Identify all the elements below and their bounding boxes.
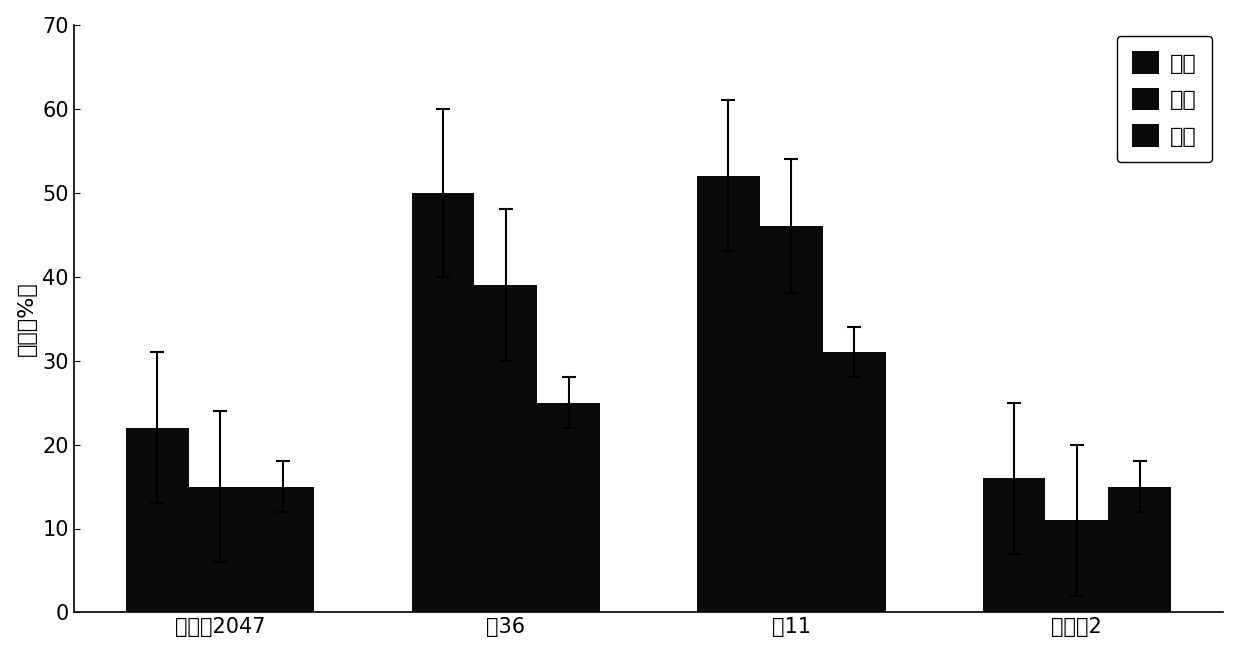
Bar bbox=[537, 403, 600, 613]
Bar bbox=[412, 193, 475, 613]
Legend: 温室, 安阳, 新疆: 温室, 安阳, 新疆 bbox=[1116, 36, 1213, 162]
Bar bbox=[126, 428, 188, 613]
Y-axis label: 病指（%）: 病指（%） bbox=[16, 281, 37, 356]
Bar bbox=[475, 285, 537, 613]
Bar bbox=[822, 352, 885, 613]
Bar bbox=[982, 478, 1045, 613]
Bar bbox=[1109, 487, 1171, 613]
Bar bbox=[188, 487, 252, 613]
Bar bbox=[252, 487, 315, 613]
Bar bbox=[1045, 520, 1109, 613]
Bar bbox=[697, 176, 760, 613]
Bar bbox=[760, 226, 822, 613]
